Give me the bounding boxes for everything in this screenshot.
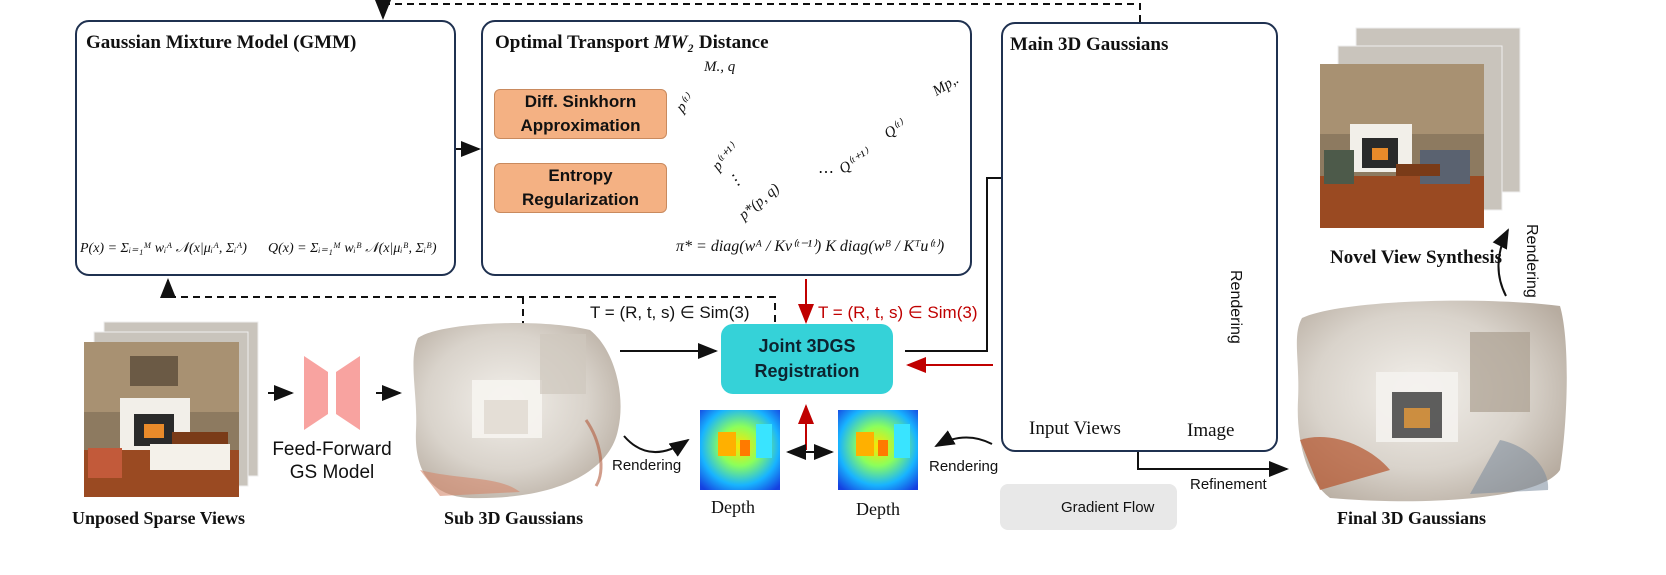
- input-views-label: Input Views: [1029, 418, 1121, 439]
- sub-gaussians-label: Sub 3D Gaussians: [444, 508, 584, 528]
- rendering-left-label: Rendering: [612, 457, 682, 474]
- main-panel: [1001, 22, 1278, 452]
- depth-right-label: Depth: [856, 499, 900, 519]
- novel-view-title: Novel View Synthesis: [1330, 247, 1503, 268]
- joint-registration-text: Joint 3DGS Registration: [754, 336, 860, 381]
- ot-label-mq: M., q: [704, 59, 736, 75]
- ot-title-suffix: Distance: [698, 32, 769, 53]
- rendering-right-label: Rendering: [929, 458, 999, 475]
- ot-title-prefix: Optimal Transport: [495, 32, 649, 53]
- depth-map-left: [700, 410, 780, 490]
- refinement-label: Refinement: [1190, 476, 1267, 493]
- ot-title: Optimal Transport MW₂ Distance: [495, 32, 769, 54]
- dashed-feedback-bottom: [160, 278, 776, 322]
- gradient-flow-legend: [1000, 484, 1177, 530]
- image-label: Image: [1187, 420, 1235, 441]
- gradient-flow-label: Gradient Flow: [1061, 499, 1155, 516]
- rendering-curve-novel: [1492, 228, 1509, 297]
- gmm-eq-p: P(x) = Σᵢ₌₁ᴹ wᵢᴬ 𝒩(x|μᵢᴬ, Σᵢᴬ): [80, 241, 247, 256]
- novel-rendering-label: Rendering: [1523, 224, 1540, 298]
- gmm-title: Gaussian Mixture Model (GMM): [86, 32, 357, 53]
- final-gaussians-cloud: [1296, 300, 1567, 502]
- ot-title-math: MW₂: [653, 32, 695, 53]
- arrow-refinement: [1137, 452, 1289, 477]
- rendering-curve-left: [623, 435, 690, 457]
- feed-forward-text: Feed-Forward GS Model: [272, 439, 392, 483]
- novel-views-stack: [1320, 27, 1521, 228]
- ot-label-dots-right: ⋯: [818, 164, 834, 181]
- final-gaussians-label: Final 3D Gaussians: [1337, 508, 1487, 528]
- unposed-views-stack: [84, 321, 259, 497]
- dashed-feedback-top: [375, 0, 1141, 22]
- transform-label-black: T = (R, t, s) ∈ Sim(3): [590, 303, 750, 322]
- main-rendering-label: Rendering: [1227, 270, 1244, 344]
- entropy-box: Entropy Regularization: [494, 163, 667, 213]
- feed-forward-label: Feed-Forward GS Model: [268, 438, 396, 484]
- depth-left-label: Depth: [711, 497, 755, 517]
- ot-panel: [481, 20, 972, 276]
- depth-map-right: [838, 410, 918, 490]
- rendering-curve-right: [934, 430, 993, 447]
- transform-label-red: T = (R, t, s) ∈ Sim(3): [818, 303, 978, 322]
- sinkhorn-box: Diff. Sinkhorn Approximation: [494, 89, 667, 139]
- feed-forward-model-icon: [304, 356, 360, 430]
- main-title: Main 3D Gaussians: [1010, 34, 1169, 55]
- gmm-eq-q: Q(x) = Σᵢ₌₁ᴹ wᵢᴮ 𝒩(x|μᵢᴮ, Σᵢᴮ): [268, 241, 437, 256]
- joint-registration-box: Joint 3DGS Registration: [721, 324, 893, 394]
- gmm-panel: [75, 20, 456, 276]
- unposed-views-label: Unposed Sparse Views: [72, 508, 246, 528]
- sub-gaussians-cloud: [413, 323, 621, 499]
- ot-pi-equation: π* = diag(wᴬ / Kv⁽ᵗ⁻¹⁾) K diag(wᴮ / Kᵀu⁽…: [676, 238, 945, 255]
